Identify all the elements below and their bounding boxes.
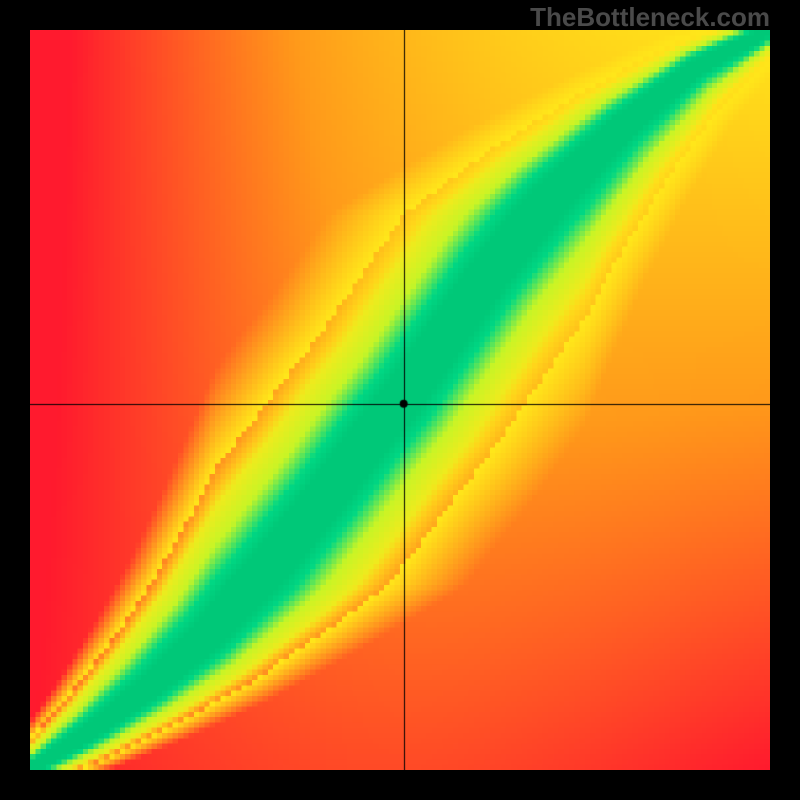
- watermark-text: TheBottleneck.com: [530, 2, 770, 33]
- chart-container: TheBottleneck.com: [0, 0, 800, 800]
- crosshair-overlay: [30, 30, 770, 770]
